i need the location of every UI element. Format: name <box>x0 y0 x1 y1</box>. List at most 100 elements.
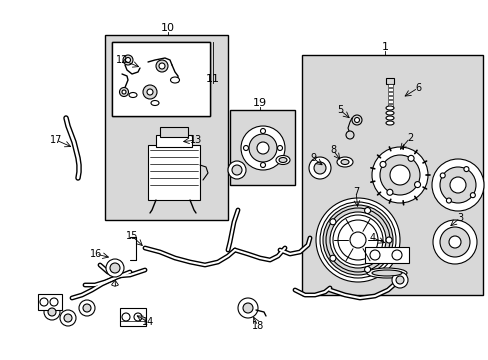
Bar <box>385 78 393 84</box>
Circle shape <box>391 272 407 288</box>
Circle shape <box>122 313 130 321</box>
Circle shape <box>407 156 413 161</box>
Circle shape <box>369 250 379 260</box>
Wedge shape <box>114 280 118 286</box>
Text: 4: 4 <box>369 233 375 243</box>
Circle shape <box>414 181 420 188</box>
Ellipse shape <box>129 93 137 98</box>
Circle shape <box>386 189 392 195</box>
Circle shape <box>329 219 335 225</box>
Text: 14: 14 <box>142 317 154 327</box>
Ellipse shape <box>170 77 179 83</box>
Circle shape <box>257 142 268 154</box>
Bar <box>160 127 187 137</box>
Circle shape <box>60 310 76 326</box>
Circle shape <box>40 298 48 306</box>
Ellipse shape <box>385 106 393 110</box>
Circle shape <box>248 134 276 162</box>
Circle shape <box>379 161 385 167</box>
Text: 13: 13 <box>189 135 202 145</box>
Circle shape <box>439 167 475 203</box>
Circle shape <box>439 227 469 257</box>
Bar <box>38 294 62 310</box>
Circle shape <box>463 167 468 172</box>
Circle shape <box>385 237 391 243</box>
Circle shape <box>44 304 60 320</box>
Circle shape <box>379 155 419 195</box>
Circle shape <box>364 266 370 273</box>
Circle shape <box>260 129 265 134</box>
Bar <box>112 42 209 116</box>
Circle shape <box>243 145 248 150</box>
Circle shape <box>313 162 325 174</box>
Bar <box>386 96 392 99</box>
Text: 6: 6 <box>414 83 420 93</box>
Circle shape <box>431 159 483 211</box>
Circle shape <box>391 250 401 260</box>
Bar <box>386 104 392 107</box>
Bar <box>156 135 192 147</box>
Circle shape <box>243 303 252 313</box>
Circle shape <box>389 165 409 185</box>
Circle shape <box>364 207 370 213</box>
Ellipse shape <box>151 100 159 105</box>
Circle shape <box>119 87 128 96</box>
Text: 11: 11 <box>205 74 220 84</box>
Circle shape <box>122 90 126 94</box>
Bar <box>229 110 294 185</box>
Text: 5: 5 <box>336 105 343 115</box>
Text: 16: 16 <box>90 249 102 259</box>
Circle shape <box>159 63 164 69</box>
Circle shape <box>64 314 72 322</box>
Circle shape <box>260 162 265 167</box>
Circle shape <box>147 89 153 95</box>
Circle shape <box>134 313 142 321</box>
Circle shape <box>329 255 335 261</box>
Ellipse shape <box>371 270 401 276</box>
Text: 3: 3 <box>456 213 462 223</box>
Circle shape <box>446 198 450 203</box>
Bar <box>112 42 209 116</box>
Text: 18: 18 <box>251 321 264 331</box>
Bar <box>386 92 392 95</box>
Circle shape <box>106 259 124 277</box>
Circle shape <box>238 298 258 318</box>
Bar <box>148 145 200 200</box>
Circle shape <box>79 300 95 316</box>
Text: 12: 12 <box>116 55 128 65</box>
Text: 15: 15 <box>125 231 138 241</box>
Ellipse shape <box>366 268 406 278</box>
Circle shape <box>277 145 282 150</box>
Circle shape <box>315 198 399 282</box>
Circle shape <box>125 58 130 63</box>
Bar <box>120 308 146 326</box>
Circle shape <box>449 177 465 193</box>
Circle shape <box>469 193 474 198</box>
Circle shape <box>351 115 361 125</box>
Bar <box>386 100 392 103</box>
Circle shape <box>349 232 365 248</box>
Circle shape <box>432 220 476 264</box>
Circle shape <box>308 157 330 179</box>
Circle shape <box>346 131 353 139</box>
Ellipse shape <box>275 156 289 165</box>
Circle shape <box>156 60 168 72</box>
Circle shape <box>110 263 120 273</box>
Circle shape <box>123 55 133 65</box>
Circle shape <box>395 276 403 284</box>
Circle shape <box>354 117 359 122</box>
Text: 19: 19 <box>252 98 266 108</box>
Circle shape <box>142 85 157 99</box>
Bar <box>105 35 227 220</box>
Circle shape <box>48 308 56 316</box>
Text: 17: 17 <box>50 135 62 145</box>
Circle shape <box>231 165 242 175</box>
Bar <box>364 247 408 263</box>
Text: 7: 7 <box>352 187 358 197</box>
Ellipse shape <box>385 116 393 120</box>
Circle shape <box>50 298 58 306</box>
Ellipse shape <box>340 159 348 165</box>
Ellipse shape <box>385 121 393 125</box>
Text: 10: 10 <box>161 23 175 33</box>
Circle shape <box>371 147 427 203</box>
